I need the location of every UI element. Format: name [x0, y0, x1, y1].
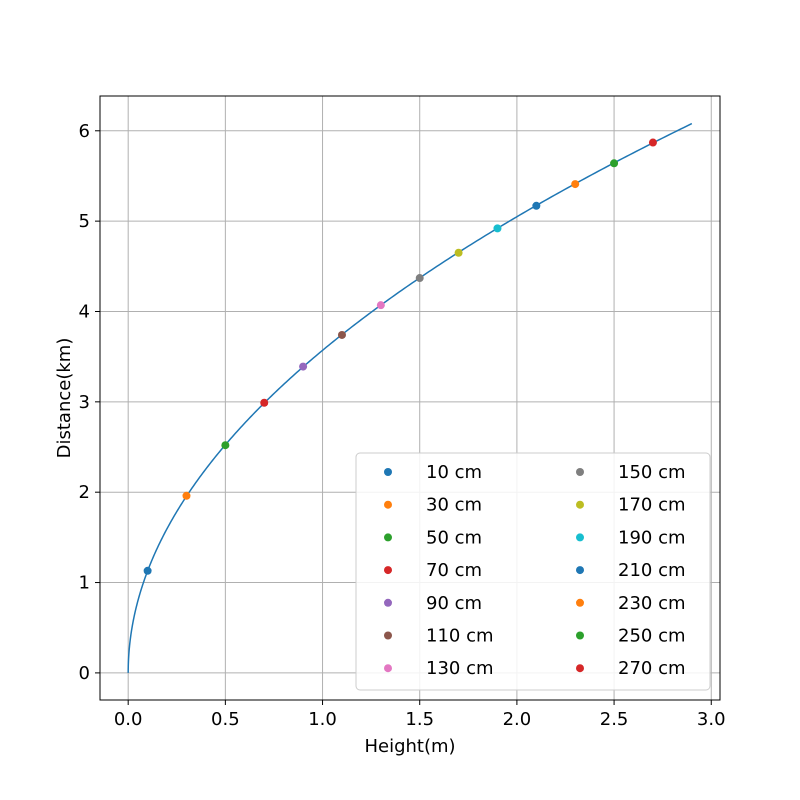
legend-label: 170 cm	[618, 495, 686, 516]
curve-layer	[127, 122, 693, 673]
legend-marker	[576, 500, 584, 509]
legend-marker	[576, 468, 584, 476]
legend-label: 190 cm	[618, 527, 686, 548]
grid	[100, 96, 720, 700]
x-tick-label: 0.5	[211, 709, 240, 730]
legend-marker	[384, 598, 392, 607]
legend-marker	[576, 598, 584, 607]
plot-frame	[99, 95, 721, 701]
data-point	[532, 201, 541, 210]
horizon-curve	[127, 122, 693, 673]
y-axis-label: Distance(km)	[54, 338, 75, 459]
legend-marker	[576, 566, 584, 575]
legend-marker	[576, 664, 584, 673]
y-tick-label: 1	[79, 573, 90, 594]
data-point	[376, 301, 385, 310]
legend-marker	[384, 468, 392, 476]
ticks: 0.0 0.5 1.0 1.5 2.0 2.5 3.0 0 1 2 3 4 5 6	[79, 121, 726, 730]
data-point	[610, 159, 619, 168]
data-point	[143, 566, 152, 575]
x-tick-label: 2.5	[600, 709, 629, 730]
data-point	[493, 224, 502, 233]
legend-label: 50 cm	[426, 527, 482, 548]
y-tick-label: 0	[79, 663, 90, 684]
data-point	[454, 248, 463, 257]
data-point	[221, 441, 230, 450]
legend-marker	[384, 631, 392, 640]
legend-marker	[384, 566, 392, 575]
data-point	[648, 138, 657, 147]
x-axis-label: Height(m)	[364, 736, 455, 757]
y-tick-label: 3	[79, 392, 90, 413]
legend-label: 70 cm	[426, 560, 482, 581]
x-tick-label: 1.5	[405, 709, 434, 730]
legend-label: 90 cm	[426, 593, 482, 614]
legend-label: 30 cm	[426, 495, 482, 516]
data-point	[337, 330, 346, 339]
legend-label: 150 cm	[618, 462, 686, 483]
legend-marker	[384, 664, 392, 673]
data-point	[415, 274, 424, 283]
legend-label: 10 cm	[426, 462, 482, 483]
data-point	[260, 398, 269, 407]
legend-marker	[576, 533, 584, 542]
legend-label: 110 cm	[426, 626, 494, 647]
data-point	[571, 180, 580, 189]
x-tick-label: 3.0	[697, 709, 726, 730]
legend-marker	[576, 631, 584, 640]
legend-marker	[384, 533, 392, 542]
legend-label: 130 cm	[426, 658, 494, 679]
legend-marker	[384, 500, 392, 509]
legend-label: 230 cm	[618, 593, 686, 614]
legend-box	[355, 452, 711, 691]
data-point	[299, 362, 308, 371]
x-tick-label: 1.0	[308, 709, 337, 730]
y-tick-label: 5	[79, 211, 90, 232]
x-tick-label: 0.0	[114, 709, 143, 730]
y-tick-label: 4	[79, 301, 90, 322]
x-tick-label: 2.0	[503, 709, 532, 730]
legend-label: 270 cm	[618, 658, 686, 679]
legend-label: 210 cm	[618, 560, 686, 581]
y-tick-label: 6	[79, 121, 90, 142]
legend-label: 250 cm	[618, 626, 686, 647]
data-point	[182, 491, 191, 500]
points-layer	[143, 138, 657, 575]
y-tick-label: 2	[79, 482, 90, 503]
legend: 10 cm 30 cm 50 cm 70 cm 90 cm 110 cm 130 cm 150…	[355, 452, 711, 691]
